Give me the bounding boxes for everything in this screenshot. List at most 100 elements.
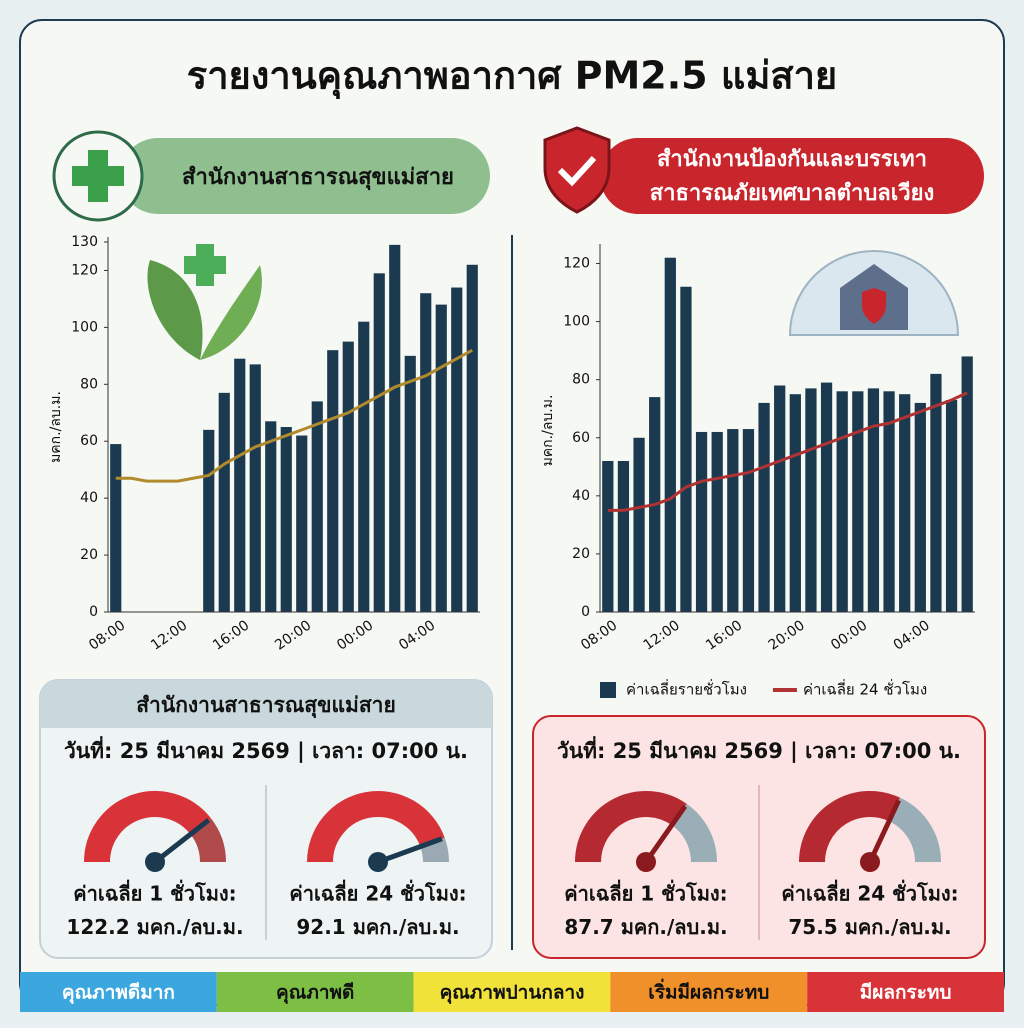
health-cross [72,150,124,202]
bar [265,421,277,612]
gauge-arc [799,791,900,863]
y-axis-label: มคก./ลบ.ม. [48,391,64,463]
gauge-arc [190,818,226,863]
y-tick-label: 60 [572,430,590,446]
gauge-hub [636,852,656,872]
gauge-number: 75.5 [788,915,837,939]
bar [633,437,645,612]
bar [110,444,122,612]
bar [680,286,692,612]
gauge-value: 92.1 มคก./ลบ.ม. [296,915,459,939]
bar [373,273,385,612]
bar [451,287,463,612]
bar [342,341,354,612]
bar [883,391,895,612]
bar [930,373,942,612]
y-axis-label: มคก./ลบ.ม. [540,395,556,467]
bar [805,388,817,612]
bar [404,355,416,612]
gauge-hub [368,852,388,872]
y-tick-label: 80 [572,372,590,388]
y-tick-label: 0 [89,604,98,620]
bar [758,402,770,612]
gauge-needle [377,836,443,865]
bar [296,435,308,612]
bar [852,391,864,612]
gauge-needle [867,799,902,864]
house-shield [862,288,886,324]
scale-label: คุณภาพปานกลาง [440,982,585,1005]
line [115,348,473,483]
scale-label: คุณภาพดีมาก [62,982,175,1005]
leaf [200,265,262,360]
y-tick-label: 20 [572,546,590,562]
line [607,391,968,512]
scale-segment [807,972,1004,1012]
gauge-label: ค่าเฉลี่ย 24 ชั่วโมง: [289,879,466,906]
bar [961,356,973,612]
title: รายงานคุณภาพอากาศ PM2.5 แม่สาย [187,54,837,100]
bar [945,400,958,612]
scale-segment [216,972,414,1012]
y-tick-label: 60 [80,433,98,449]
gauge-value: 87.7 มคก./ลบ.ม. [564,915,727,939]
bar [280,427,292,612]
left-header: สำนักงานสาธารณสุขแม่สาย [182,165,454,191]
bar [420,293,432,612]
gauge-number: 87.7 [564,915,613,939]
bar [466,264,478,612]
bar [774,385,786,612]
bar [899,394,911,612]
right-card-datetime: วันที่: 25 มีนาคม 2569 | เวลา: 07:00 น. [557,735,961,764]
scale-label: คุณภาพดี [276,982,354,1005]
bar [742,429,755,612]
gauge-number: 92.1 [296,915,345,939]
bar [203,429,215,612]
bar [617,460,630,612]
bar [435,304,447,612]
bar [914,402,926,612]
bar [234,358,246,612]
y-tick-label: 40 [80,490,98,506]
gauge-unit: มคก./ลบ.ม. [353,915,460,939]
gauge-label: ค่าเฉลี่ย 1 ชั่วโมง: [564,879,727,906]
scale-label: มีผลกระทบ [860,982,952,1004]
bar [389,244,401,612]
leaf [147,260,203,360]
bar [836,391,848,612]
gauge-unit: มคก./ลบ.ม. [845,915,952,939]
left-header-pill [120,138,490,214]
bar [727,429,739,612]
y-tick-label: 100 [563,314,590,330]
left-card-datetime: วันที่: 25 มีนาคม 2569 | เวลา: 07:00 น. [64,735,468,764]
gauge-value: 75.5 มคก./ลบ.ม. [788,915,951,939]
gauge-arc [575,791,687,863]
scale-segment [20,972,217,1012]
y-tick-label: 80 [80,376,98,392]
right-header-pill [600,138,984,214]
gauge-number: 122.2 [66,915,129,939]
gauge-label: ค่าเฉลี่ย 1 ชั่วโมง: [73,879,236,906]
y-tick-label: 40 [572,488,590,504]
bar [820,382,833,612]
bar [867,388,880,612]
bar [664,257,676,612]
y-tick-label: 130 [71,234,98,250]
bar [249,364,261,612]
shield-check [557,155,597,187]
bar [602,460,614,612]
gauge-arc [420,837,449,863]
gauge-label: ค่าเฉลี่ย 24 ชั่วโมง: [781,879,958,906]
bar [695,431,708,612]
scale-segment [413,972,611,1012]
y-tick-label: 120 [71,262,98,278]
gauge-hub [145,852,165,872]
bar [711,431,723,612]
bar [218,392,230,612]
leaf-cross [184,244,226,286]
bar [327,350,339,612]
scale-segment [610,972,808,1012]
right-header-line: สาธารณภัยเทศบาลตำบลเวียง [650,181,935,206]
bar [789,394,801,612]
